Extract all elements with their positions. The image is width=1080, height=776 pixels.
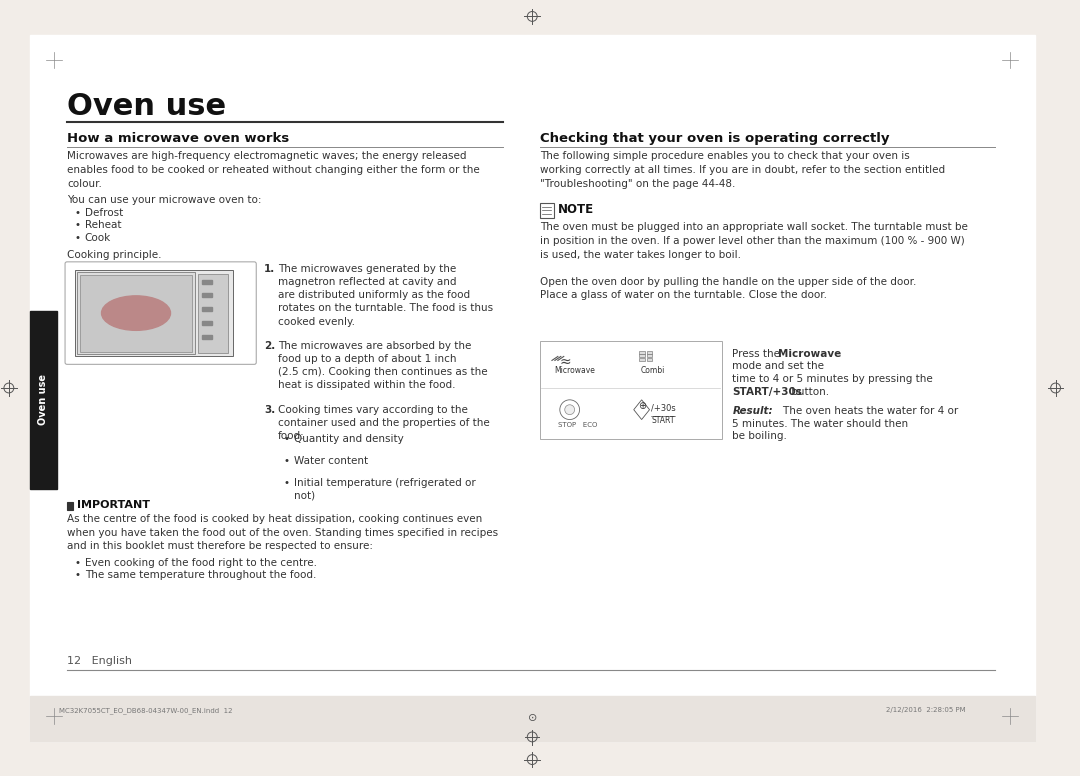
Bar xyxy=(202,293,212,297)
Bar xyxy=(202,321,212,325)
Text: Cooking principle.: Cooking principle. xyxy=(67,250,162,260)
Bar xyxy=(202,279,212,283)
Text: IMPORTANT: IMPORTANT xyxy=(77,501,150,511)
Text: The same temperature throughout the food.: The same temperature throughout the food… xyxy=(84,570,316,580)
Text: MC32K7055CT_EO_DB68-04347W-00_EN.indd  12: MC32K7055CT_EO_DB68-04347W-00_EN.indd 12 xyxy=(59,708,232,714)
Text: START: START xyxy=(651,416,675,424)
Text: •: • xyxy=(75,208,81,217)
Text: •: • xyxy=(284,435,289,445)
Text: 5 minutes. The water should then: 5 minutes. The water should then xyxy=(732,418,908,428)
Text: The oven heats the water for 4 or: The oven heats the water for 4 or xyxy=(770,406,958,416)
Text: ⊕: ⊕ xyxy=(637,400,646,411)
Bar xyxy=(202,307,212,311)
Circle shape xyxy=(565,405,575,414)
Text: Result:: Result: xyxy=(732,406,773,416)
Text: ≈: ≈ xyxy=(559,355,571,369)
Text: Oven use: Oven use xyxy=(39,374,49,425)
Text: Even cooking of the food right to the centre.: Even cooking of the food right to the ce… xyxy=(84,557,316,567)
Ellipse shape xyxy=(102,296,171,331)
Text: As the centre of the food is cooked by heat dissipation, cooking continues even
: As the centre of the food is cooked by h… xyxy=(67,514,498,552)
Text: The following simple procedure enables you to check that your oven is
working co: The following simple procedure enables y… xyxy=(540,151,945,189)
Bar xyxy=(198,274,228,352)
Bar xyxy=(67,502,73,510)
Text: 1.: 1. xyxy=(265,264,275,274)
Text: Oven use: Oven use xyxy=(67,92,226,121)
Text: time to 4 or 5 minutes by pressing the: time to 4 or 5 minutes by pressing the xyxy=(732,374,933,384)
Text: /+30s: /+30s xyxy=(651,404,676,413)
Text: 12   English: 12 English xyxy=(67,656,132,666)
Bar xyxy=(647,359,652,362)
Circle shape xyxy=(559,400,580,420)
Text: 2.: 2. xyxy=(265,341,275,351)
Bar xyxy=(647,351,652,354)
Bar xyxy=(75,270,232,356)
Text: The microwaves are absorbed by the
food up to a depth of about 1 inch
(2.5 cm). : The microwaves are absorbed by the food … xyxy=(278,341,487,390)
Text: Combi: Combi xyxy=(640,366,665,376)
Text: The oven must be plugged into an appropriate wall socket. The turntable must be
: The oven must be plugged into an appropr… xyxy=(540,223,968,300)
Text: button.: button. xyxy=(788,387,829,397)
Text: 2/12/2016  2:28:05 PM: 2/12/2016 2:28:05 PM xyxy=(887,708,966,713)
Text: Reheat: Reheat xyxy=(84,220,121,230)
Text: •: • xyxy=(284,456,289,466)
Bar xyxy=(638,351,645,354)
Text: Checking that your oven is operating correctly: Checking that your oven is operating cor… xyxy=(540,132,890,145)
Bar xyxy=(29,695,1035,741)
Text: Water content: Water content xyxy=(294,456,368,466)
Text: •: • xyxy=(75,234,81,243)
Text: •: • xyxy=(284,478,289,487)
Text: The microwaves generated by the
magnetron reflected at cavity and
are distribute: The microwaves generated by the magnetro… xyxy=(278,264,494,327)
Text: Defrost: Defrost xyxy=(84,208,123,217)
Text: 3.: 3. xyxy=(265,405,275,414)
Text: NOTE: NOTE xyxy=(558,203,594,216)
FancyBboxPatch shape xyxy=(65,262,256,365)
Text: STOP   ECO: STOP ECO xyxy=(558,422,597,428)
Text: Quantity and density: Quantity and density xyxy=(294,435,404,445)
Bar xyxy=(540,341,723,439)
Text: •: • xyxy=(75,570,81,580)
Text: How a microwave oven works: How a microwave oven works xyxy=(67,132,289,145)
Bar xyxy=(202,334,212,338)
Text: Initial temperature (refrigerated or
not): Initial temperature (refrigerated or not… xyxy=(294,478,475,501)
Bar xyxy=(540,203,554,219)
Bar xyxy=(29,311,57,489)
Text: be boiling.: be boiling. xyxy=(732,431,787,442)
Text: mode and set the: mode and set the xyxy=(732,362,824,372)
Text: Cooking times vary according to the
container used and the properties of the
foo: Cooking times vary according to the cont… xyxy=(278,405,489,441)
Text: You can use your microwave oven to:: You can use your microwave oven to: xyxy=(67,195,261,205)
Text: •: • xyxy=(75,220,81,230)
Bar xyxy=(647,355,652,358)
Text: Microwaves are high-frequency electromagnetic waves; the energy released
enables: Microwaves are high-frequency electromag… xyxy=(67,151,480,189)
Text: Microwave: Microwave xyxy=(554,366,595,376)
Text: Microwave: Microwave xyxy=(778,348,841,359)
Bar xyxy=(80,275,192,352)
Text: START/+30s: START/+30s xyxy=(732,387,802,397)
Text: ⊙: ⊙ xyxy=(527,713,537,723)
Bar xyxy=(638,355,645,358)
Text: Press the: Press the xyxy=(732,348,784,359)
Polygon shape xyxy=(634,400,649,420)
Text: •: • xyxy=(75,557,81,567)
Bar xyxy=(638,359,645,362)
Bar xyxy=(77,272,195,355)
Text: Cook: Cook xyxy=(84,234,111,243)
